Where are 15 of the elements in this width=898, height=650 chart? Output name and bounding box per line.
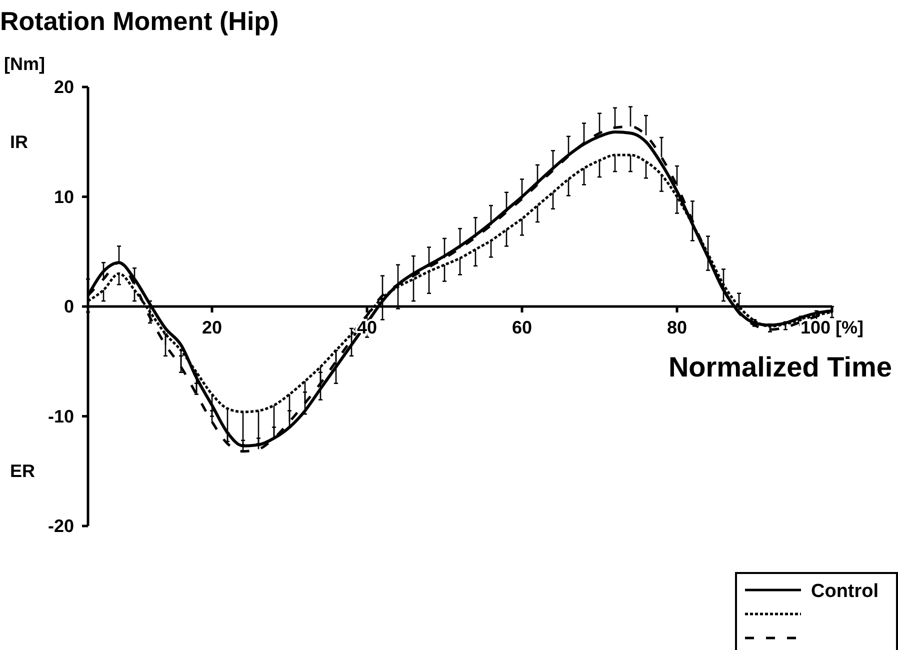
legend-label: Control xyxy=(811,581,879,602)
x-tick-label: 100 [%] xyxy=(800,318,864,338)
y-tick-label: 0 xyxy=(64,296,74,316)
text: ER xyxy=(10,461,36,482)
y-tick-label: 10 xyxy=(54,186,74,207)
x-tick-label: 60 xyxy=(512,318,532,338)
text: IR xyxy=(10,132,28,152)
y-tick-label: -10 xyxy=(48,406,74,426)
x-tick-label: 80 xyxy=(666,318,688,338)
y-axis-title: [Nm] xyxy=(4,54,45,74)
y-tick-label: -20 xyxy=(48,516,74,536)
y-tick-label: 20 xyxy=(54,77,74,97)
chart-title: Rotation Moment (Hip) xyxy=(0,6,279,36)
x-axis-title: Normalized Time xyxy=(668,352,892,382)
x-tick-label: 20 xyxy=(202,318,222,338)
